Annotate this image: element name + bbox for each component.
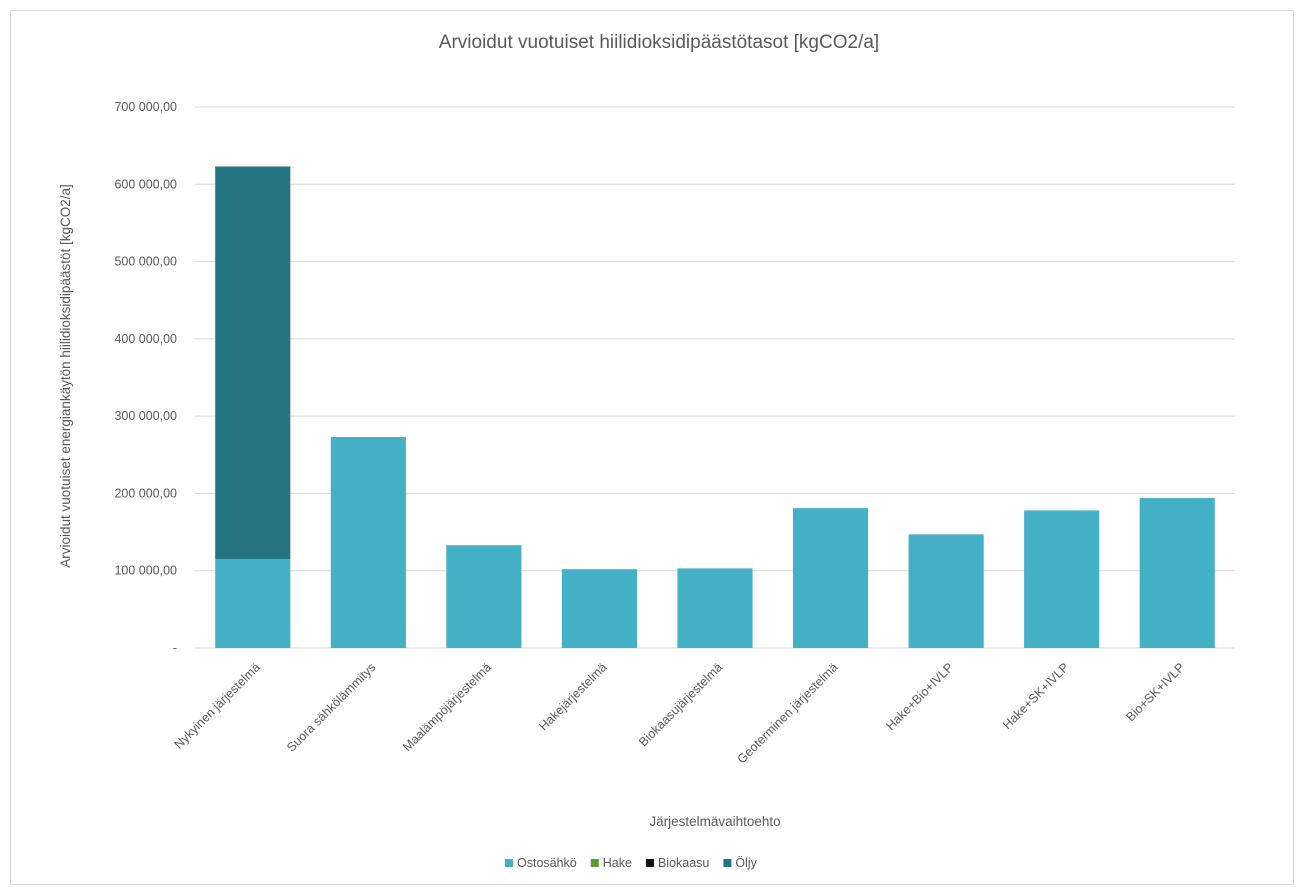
x-tick-label: Hakejärjestelmä bbox=[536, 660, 609, 733]
x-tick-labels: Nykyinen järjestelmä Suora sähkölämmitys M… bbox=[171, 660, 1187, 766]
y-tick-label: 600 000,00 bbox=[114, 177, 177, 191]
legend-swatch bbox=[505, 859, 513, 867]
y-tick-label: 700 000,00 bbox=[114, 100, 177, 114]
chart-frame bbox=[10, 10, 1294, 885]
y-tick-labels: - 100 000,00 200 000,00 300 000,00 400 000,0… bbox=[114, 100, 177, 655]
x-tick-label: Hake+Bio+IVLP bbox=[883, 660, 956, 733]
x-tick-label: Geoterminen järjestelmä bbox=[734, 660, 840, 766]
legend-label: Ostosähkö bbox=[517, 856, 577, 870]
y-axis-label: Arvioidut vuotuiset energiankäytön hiili… bbox=[58, 184, 73, 567]
bar bbox=[908, 534, 984, 648]
x-tick-label: Suora sähkölämmitys bbox=[284, 660, 378, 754]
bar bbox=[215, 559, 291, 648]
y-tick-label: 400 000,00 bbox=[114, 332, 177, 346]
x-tick-label: Nykyinen järjestelmä bbox=[171, 660, 262, 751]
bar bbox=[1024, 510, 1100, 648]
bar bbox=[446, 545, 522, 648]
x-axis-label: Järjestelmävaihtoehto bbox=[649, 814, 780, 829]
legend: Ostosähkö Hake Biokaasu Öljy bbox=[505, 856, 758, 870]
bar bbox=[330, 437, 406, 648]
bar bbox=[561, 569, 637, 648]
x-tick-label: Bio+SK+IVLP bbox=[1123, 660, 1187, 724]
y-tick-label: - bbox=[173, 641, 177, 655]
y-tick-label: 500 000,00 bbox=[114, 255, 177, 269]
y-tick-label: 200 000,00 bbox=[114, 486, 177, 500]
legend-swatch bbox=[645, 859, 654, 867]
y-tick-label: 300 000,00 bbox=[114, 409, 177, 423]
x-tick-label: Maalämpöjärjestelmä bbox=[400, 660, 494, 754]
bars bbox=[215, 166, 1215, 648]
legend-label: Hake bbox=[603, 856, 632, 870]
x-tick-label: Biokaasujärjestelmä bbox=[636, 660, 725, 749]
bar bbox=[677, 568, 753, 648]
chart-title: Arvioidut vuotuiset hiilidioksidipäästöt… bbox=[439, 32, 879, 53]
legend-swatch bbox=[723, 859, 732, 867]
bar bbox=[1139, 498, 1215, 648]
legend-label: Biokaasu bbox=[658, 856, 709, 870]
legend-label: Öljy bbox=[735, 856, 757, 870]
x-tick-label: Hake+SK+IVLP bbox=[1000, 660, 1072, 732]
y-tick-label: 100 000,00 bbox=[114, 564, 177, 578]
bar bbox=[215, 166, 291, 560]
bar bbox=[793, 508, 869, 648]
legend-swatch bbox=[590, 859, 599, 867]
